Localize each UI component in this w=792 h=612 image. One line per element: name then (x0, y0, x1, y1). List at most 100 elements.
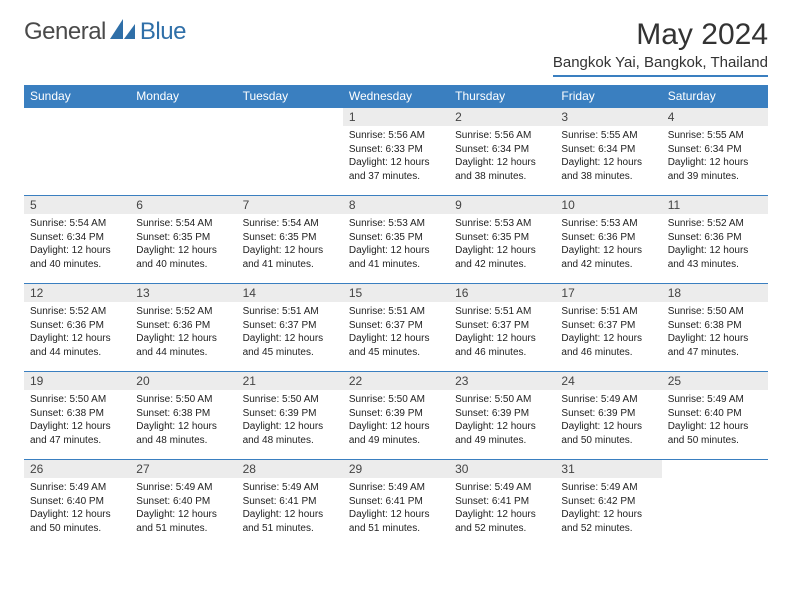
calendar-body: . . . 1Sunrise: 5:56 AMSunset: 6:33 PMDa… (24, 108, 768, 548)
day-number: 15 (343, 284, 449, 302)
day-cell: 18Sunrise: 5:50 AMSunset: 6:38 PMDayligh… (662, 284, 768, 372)
day-cell: 7Sunrise: 5:54 AMSunset: 6:35 PMDaylight… (237, 196, 343, 284)
day-cell: . (662, 460, 768, 548)
day-number: 9 (449, 196, 555, 214)
day-cell: 14Sunrise: 5:51 AMSunset: 6:37 PMDayligh… (237, 284, 343, 372)
day-details: Sunrise: 5:51 AMSunset: 6:37 PMDaylight:… (555, 302, 661, 363)
day-cell: 25Sunrise: 5:49 AMSunset: 6:40 PMDayligh… (662, 372, 768, 460)
day-cell: 30Sunrise: 5:49 AMSunset: 6:41 PMDayligh… (449, 460, 555, 548)
month-title: May 2024 (553, 18, 768, 52)
day-number: 14 (237, 284, 343, 302)
day-cell: 21Sunrise: 5:50 AMSunset: 6:39 PMDayligh… (237, 372, 343, 460)
day-number: 5 (24, 196, 130, 214)
day-cell: 4Sunrise: 5:55 AMSunset: 6:34 PMDaylight… (662, 108, 768, 196)
day-details: Sunrise: 5:49 AMSunset: 6:39 PMDaylight:… (555, 390, 661, 451)
day-details: Sunrise: 5:52 AMSunset: 6:36 PMDaylight:… (662, 214, 768, 275)
day-details: Sunrise: 5:50 AMSunset: 6:38 PMDaylight:… (130, 390, 236, 451)
day-number: 19 (24, 372, 130, 390)
day-header: Monday (130, 85, 236, 108)
day-details: Sunrise: 5:49 AMSunset: 6:41 PMDaylight:… (237, 478, 343, 539)
day-header: Friday (555, 85, 661, 108)
day-header: Thursday (449, 85, 555, 108)
day-cell: 2Sunrise: 5:56 AMSunset: 6:34 PMDaylight… (449, 108, 555, 196)
day-number: 17 (555, 284, 661, 302)
day-details: Sunrise: 5:56 AMSunset: 6:34 PMDaylight:… (449, 126, 555, 187)
day-details: Sunrise: 5:54 AMSunset: 6:34 PMDaylight:… (24, 214, 130, 275)
day-cell: . (130, 108, 236, 196)
brand-logo: General Blue (24, 18, 186, 46)
day-number: 26 (24, 460, 130, 478)
day-details: Sunrise: 5:53 AMSunset: 6:36 PMDaylight:… (555, 214, 661, 275)
day-details: Sunrise: 5:52 AMSunset: 6:36 PMDaylight:… (130, 302, 236, 363)
week-row: 5Sunrise: 5:54 AMSunset: 6:34 PMDaylight… (24, 196, 768, 284)
day-header-row: SundayMondayTuesdayWednesdayThursdayFrid… (24, 85, 768, 108)
day-number: 3 (555, 108, 661, 126)
day-number: 22 (343, 372, 449, 390)
day-details: Sunrise: 5:49 AMSunset: 6:41 PMDaylight:… (449, 478, 555, 539)
day-details: Sunrise: 5:50 AMSunset: 6:39 PMDaylight:… (449, 390, 555, 451)
sail-icon (110, 19, 136, 46)
day-number: 13 (130, 284, 236, 302)
day-details: Sunrise: 5:50 AMSunset: 6:39 PMDaylight:… (343, 390, 449, 451)
day-details: Sunrise: 5:49 AMSunset: 6:40 PMDaylight:… (130, 478, 236, 539)
day-cell: 13Sunrise: 5:52 AMSunset: 6:36 PMDayligh… (130, 284, 236, 372)
day-number: 1 (343, 108, 449, 126)
day-cell: 11Sunrise: 5:52 AMSunset: 6:36 PMDayligh… (662, 196, 768, 284)
day-number: 4 (662, 108, 768, 126)
day-cell: . (237, 108, 343, 196)
day-cell: 10Sunrise: 5:53 AMSunset: 6:36 PMDayligh… (555, 196, 661, 284)
day-details: Sunrise: 5:49 AMSunset: 6:42 PMDaylight:… (555, 478, 661, 539)
day-header: Saturday (662, 85, 768, 108)
day-header: Tuesday (237, 85, 343, 108)
day-cell: 6Sunrise: 5:54 AMSunset: 6:35 PMDaylight… (130, 196, 236, 284)
brand-name: General (24, 18, 106, 46)
day-details: Sunrise: 5:56 AMSunset: 6:33 PMDaylight:… (343, 126, 449, 187)
day-cell: 15Sunrise: 5:51 AMSunset: 6:37 PMDayligh… (343, 284, 449, 372)
day-number: 11 (662, 196, 768, 214)
week-row: 19Sunrise: 5:50 AMSunset: 6:38 PMDayligh… (24, 372, 768, 460)
day-details: Sunrise: 5:50 AMSunset: 6:38 PMDaylight:… (24, 390, 130, 451)
day-number: 20 (130, 372, 236, 390)
day-number: 16 (449, 284, 555, 302)
day-cell: 5Sunrise: 5:54 AMSunset: 6:34 PMDaylight… (24, 196, 130, 284)
day-cell: 26Sunrise: 5:49 AMSunset: 6:40 PMDayligh… (24, 460, 130, 548)
day-details: Sunrise: 5:50 AMSunset: 6:39 PMDaylight:… (237, 390, 343, 451)
week-row: 12Sunrise: 5:52 AMSunset: 6:36 PMDayligh… (24, 284, 768, 372)
day-number: 8 (343, 196, 449, 214)
day-number: 6 (130, 196, 236, 214)
day-details: Sunrise: 5:55 AMSunset: 6:34 PMDaylight:… (555, 126, 661, 187)
day-cell: 12Sunrise: 5:52 AMSunset: 6:36 PMDayligh… (24, 284, 130, 372)
day-details: Sunrise: 5:51 AMSunset: 6:37 PMDaylight:… (343, 302, 449, 363)
day-number: 30 (449, 460, 555, 478)
title-block: May 2024 Bangkok Yai, Bangkok, Thailand (553, 18, 768, 77)
day-details: Sunrise: 5:51 AMSunset: 6:37 PMDaylight:… (237, 302, 343, 363)
day-number: 23 (449, 372, 555, 390)
day-number: 24 (555, 372, 661, 390)
day-details: Sunrise: 5:53 AMSunset: 6:35 PMDaylight:… (343, 214, 449, 275)
day-cell: 17Sunrise: 5:51 AMSunset: 6:37 PMDayligh… (555, 284, 661, 372)
day-number: 31 (555, 460, 661, 478)
day-cell: 28Sunrise: 5:49 AMSunset: 6:41 PMDayligh… (237, 460, 343, 548)
day-cell: 31Sunrise: 5:49 AMSunset: 6:42 PMDayligh… (555, 460, 661, 548)
day-details: Sunrise: 5:49 AMSunset: 6:40 PMDaylight:… (24, 478, 130, 539)
day-number: 27 (130, 460, 236, 478)
day-cell: . (24, 108, 130, 196)
calendar-table: SundayMondayTuesdayWednesdayThursdayFrid… (24, 85, 768, 548)
day-number: 28 (237, 460, 343, 478)
day-header: Wednesday (343, 85, 449, 108)
day-number: 7 (237, 196, 343, 214)
day-details: Sunrise: 5:50 AMSunset: 6:38 PMDaylight:… (662, 302, 768, 363)
day-details: Sunrise: 5:51 AMSunset: 6:37 PMDaylight:… (449, 302, 555, 363)
day-number: 2 (449, 108, 555, 126)
day-details: Sunrise: 5:52 AMSunset: 6:36 PMDaylight:… (24, 302, 130, 363)
day-number: 10 (555, 196, 661, 214)
day-cell: 9Sunrise: 5:53 AMSunset: 6:35 PMDaylight… (449, 196, 555, 284)
week-row: . . . 1Sunrise: 5:56 AMSunset: 6:33 PMDa… (24, 108, 768, 196)
day-number: 21 (237, 372, 343, 390)
brand-accent: Blue (140, 18, 186, 46)
day-cell: 16Sunrise: 5:51 AMSunset: 6:37 PMDayligh… (449, 284, 555, 372)
day-details: Sunrise: 5:54 AMSunset: 6:35 PMDaylight:… (130, 214, 236, 275)
day-number: 12 (24, 284, 130, 302)
day-details: Sunrise: 5:49 AMSunset: 6:40 PMDaylight:… (662, 390, 768, 451)
day-cell: 1Sunrise: 5:56 AMSunset: 6:33 PMDaylight… (343, 108, 449, 196)
